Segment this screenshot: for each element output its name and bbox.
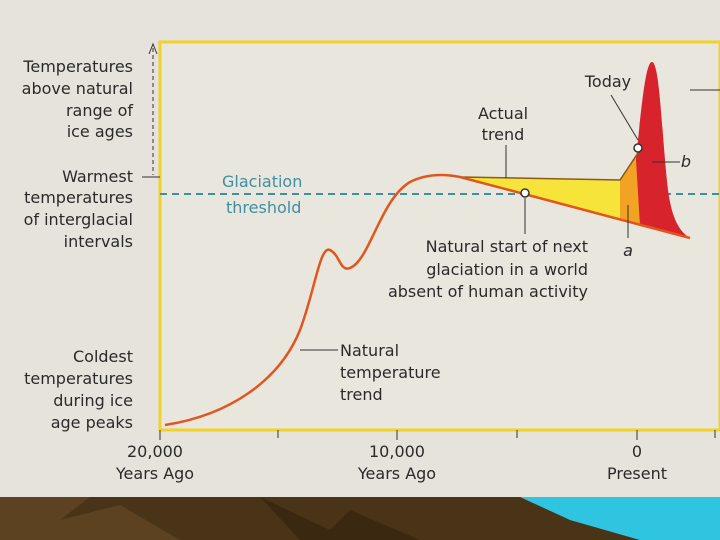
annotation: Natural start of next	[426, 237, 588, 256]
annotation: Today	[584, 72, 631, 91]
y-labels: Temperatures above natural range of ice …	[22, 57, 134, 432]
actual-line	[459, 149, 641, 181]
spike-area	[636, 62, 690, 238]
glaciation-marker	[520, 188, 530, 198]
gap-area	[620, 152, 640, 226]
annotation: absent of human activity	[388, 282, 588, 301]
actual-area	[460, 177, 620, 219]
plot-frame	[158, 40, 720, 432]
y-label: Temperatures	[22, 57, 133, 76]
y-label: Coldest	[73, 347, 133, 366]
y-label: intervals	[64, 232, 133, 251]
annotation: trend	[482, 125, 525, 144]
y-label: above natural	[22, 79, 133, 98]
y-label: temperatures	[24, 369, 133, 388]
annotation: Natural	[340, 341, 399, 360]
x-label: Years Ago	[357, 464, 436, 483]
y-label: range of	[66, 101, 133, 120]
annotation: Actual	[478, 104, 528, 123]
x-labels: 20,000 Years Ago 10,000 Years Ago 0 Pres…	[115, 442, 667, 483]
y-label: age peaks	[51, 413, 133, 432]
x-label: Present	[607, 464, 667, 483]
annotation: a	[623, 241, 633, 260]
bottom-band	[0, 497, 720, 540]
annotation: trend	[340, 385, 383, 404]
x-label: 20,000	[127, 442, 183, 461]
threshold-label: Glaciation	[222, 172, 302, 191]
x-label: Years Ago	[115, 464, 194, 483]
y-label: Warmest	[62, 167, 133, 186]
threshold-label: threshold	[226, 198, 301, 217]
leaders	[142, 42, 720, 440]
annotation: b	[681, 152, 691, 171]
x-label: 0	[632, 442, 642, 461]
today-marker	[633, 143, 643, 153]
x-label: 10,000	[369, 442, 425, 461]
annotation: glaciation in a world	[426, 260, 588, 279]
y-label: ice ages	[67, 122, 133, 141]
y-label: of interglacial	[24, 210, 133, 229]
natural-curve	[164, 173, 691, 427]
annotation: temperature	[340, 363, 441, 382]
y-label: during ice	[53, 391, 133, 410]
y-label: temperatures	[24, 188, 133, 207]
